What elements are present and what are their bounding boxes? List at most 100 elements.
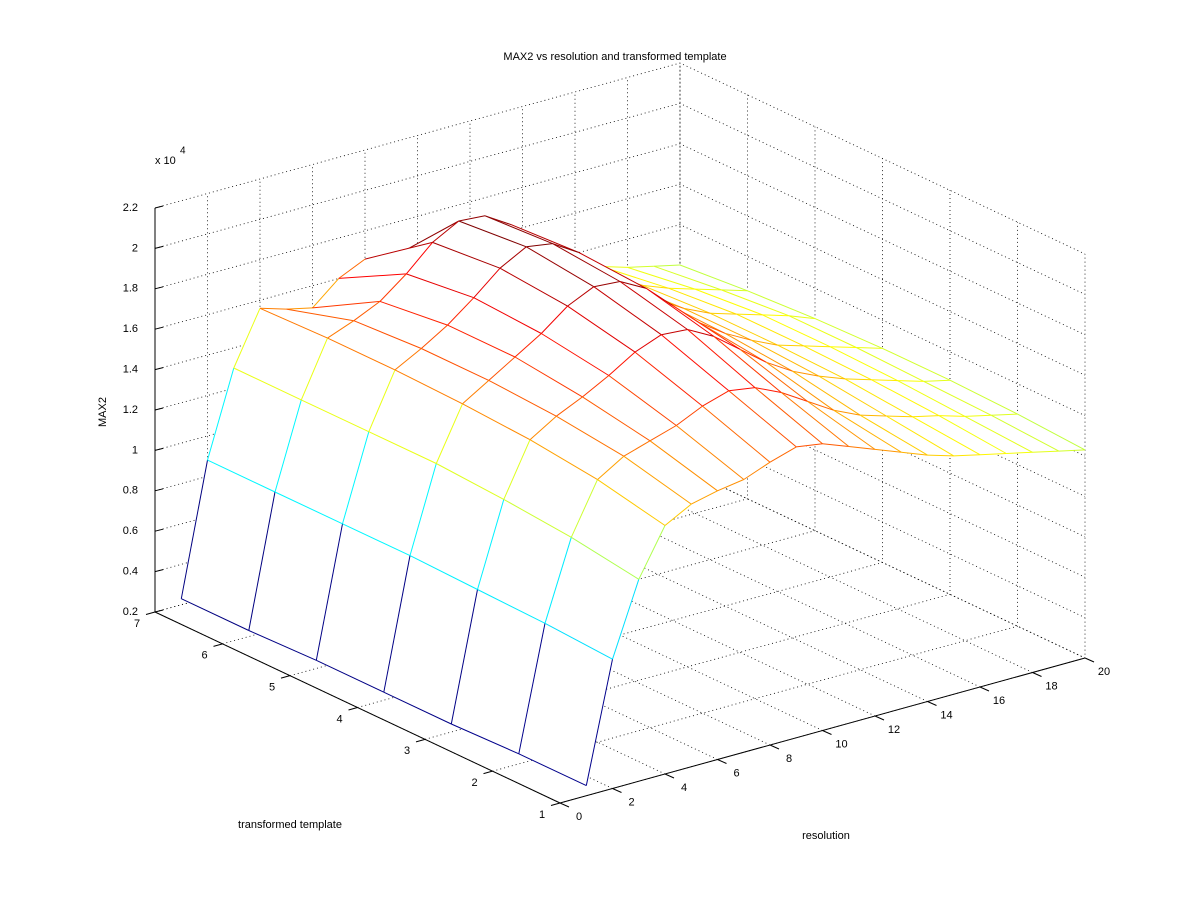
mesh-edge [327,337,396,371]
mesh-face [301,338,395,432]
mesh-edge [649,425,677,442]
y-tick [415,738,426,743]
mesh-edge [724,332,752,341]
x-tick [927,701,937,706]
mesh-edge [698,321,767,363]
mesh-face [912,415,1007,455]
mesh-edge [567,305,636,353]
mesh-edge [353,300,381,322]
mesh [180,215,1086,787]
mesh-edge [721,289,748,292]
mesh-edge [597,479,666,526]
mesh-edge [661,329,688,336]
mesh-face [845,378,939,417]
mesh-edge [679,264,748,292]
mesh-face [571,479,665,580]
mesh-edge [619,281,688,330]
mesh-face [567,286,662,353]
mesh-edge [301,399,370,433]
z-tick [154,245,164,249]
x-tick-label: 4 [681,782,687,794]
mesh-edge [871,379,898,382]
mesh-edge [739,348,767,363]
x-tick-label: 2 [628,796,634,808]
mesh-face [462,380,557,440]
mesh-edge [248,491,276,631]
mesh-edge [886,415,955,457]
mesh-edge [949,379,1018,415]
mesh-edge [634,334,662,353]
mesh-edge [874,448,902,453]
mesh-edge [859,414,887,417]
x-tick [1032,672,1042,677]
mesh-face [661,329,755,391]
grid-line [289,126,816,677]
mesh-edge [405,242,433,275]
mesh-face [275,399,369,524]
mesh-edge [683,307,711,314]
mesh-edge [702,390,730,407]
mesh-face [736,314,830,347]
mesh-edge [683,307,752,341]
z-tick [154,447,164,451]
mesh-edge [462,403,531,441]
mesh-edge [447,297,475,326]
mesh-edge [477,589,546,624]
mesh-edge [567,286,595,307]
mesh-edge [848,446,876,450]
x-tick [874,715,885,721]
mesh-edge [394,348,422,371]
mesh-edge [642,284,711,314]
mesh-edge [653,264,681,267]
mesh-face [725,333,819,377]
mesh-edge [694,288,763,316]
mesh-edge [436,463,505,500]
mesh-face [871,379,965,417]
mesh-face [751,340,845,379]
mesh-edge [207,459,276,493]
mesh-edge [938,415,966,417]
mesh-face [860,415,954,456]
x-tick [612,788,622,793]
y-tick-label: 3 [404,745,410,757]
y-tick-label: 2 [471,777,477,789]
mesh-edge [379,300,448,326]
mesh-edge [829,346,857,348]
mesh-edge [739,348,808,402]
mesh-edge [777,344,804,347]
mesh-edge [514,333,542,358]
x-tick [1084,657,1095,663]
grid-line [154,143,1086,336]
mesh-edge [991,413,1018,416]
x-axis-label: resolution [802,830,850,842]
mesh-edge [766,361,793,372]
mesh-face [713,336,808,402]
mesh-face [593,281,688,335]
mesh-edge [687,329,714,337]
mesh-edge [814,318,883,349]
mesh-edge [882,347,951,381]
mesh-edge [818,375,887,417]
mesh-edge [713,335,741,350]
z-tick [154,367,164,371]
mesh-edge [338,258,366,279]
mesh-edge [646,287,715,337]
mesh-edge [717,479,744,492]
z-tick-label: 1.8 [123,283,138,295]
mesh-edge [859,414,928,456]
mesh-face [886,416,980,456]
mesh-face [721,289,815,319]
mesh-edge [421,348,490,381]
z-tick [154,205,164,209]
mesh-edge [286,308,354,322]
z-tick-label: 2 [132,242,138,254]
z-tick [154,286,164,290]
z-tick-label: 0.2 [123,606,138,618]
mesh-edge [844,378,872,381]
mesh-edge [638,525,666,580]
z-tick-label: 1 [132,444,138,456]
x-tick-label: 0 [576,811,582,823]
mesh-edge [923,379,951,382]
mesh-edge [709,312,778,346]
mesh-face [526,243,620,287]
